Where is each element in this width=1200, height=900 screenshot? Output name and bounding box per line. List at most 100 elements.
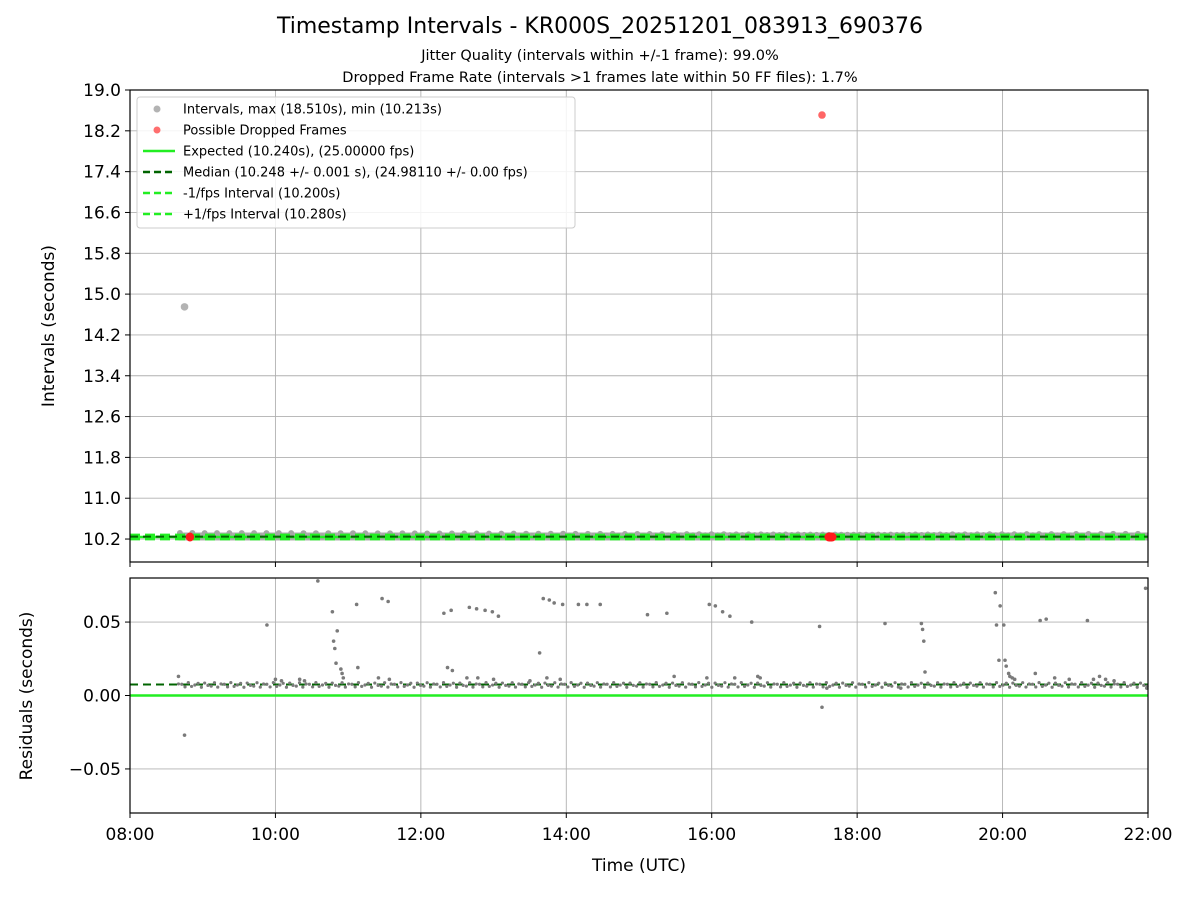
- residual-point: [491, 683, 495, 687]
- residual-point: [817, 624, 822, 629]
- legend-box: [136, 96, 576, 229]
- residual-point: [749, 681, 753, 685]
- legend-label: Possible Dropped Frames: [183, 124, 347, 139]
- residual-point: [245, 681, 249, 685]
- residual-point: [978, 681, 982, 685]
- residual-point: [726, 685, 730, 689]
- residual-point: [432, 682, 436, 686]
- residual-point: [778, 685, 783, 689]
- residual-point: [997, 658, 1001, 663]
- residual-point: [909, 681, 914, 685]
- residual-point: [572, 684, 577, 688]
- residual-point: [281, 681, 285, 685]
- residual-point: [867, 681, 871, 685]
- residual-point: [302, 679, 307, 683]
- x-tick-label: 12:00: [396, 825, 445, 845]
- residual-point: [441, 681, 446, 685]
- residual-point: [540, 685, 544, 689]
- residual-point: [1017, 684, 1022, 688]
- residual-point: [690, 682, 694, 686]
- residual-point: [680, 681, 684, 685]
- residual-point: [697, 681, 701, 685]
- residual-point: [291, 683, 295, 687]
- residual-point: [759, 683, 763, 687]
- residual-point: [1043, 683, 1048, 687]
- residual-point: [1047, 681, 1051, 685]
- residual-point: [458, 681, 462, 685]
- residual-point: [792, 681, 796, 685]
- residual-point: [1021, 681, 1025, 685]
- residual-point: [320, 683, 325, 687]
- residual-point: [1001, 683, 1005, 687]
- residual-point: [707, 602, 712, 607]
- residual-point: [199, 685, 203, 689]
- residual-point: [186, 681, 190, 685]
- residual-point: [945, 682, 950, 686]
- residual-point: [968, 681, 972, 685]
- intervals-y-tick-label: 16.6: [83, 203, 121, 223]
- residual-point: [556, 685, 560, 689]
- residual-point: [467, 605, 472, 610]
- residual-point: [189, 684, 194, 689]
- residual-point: [258, 685, 262, 689]
- residual-point: [477, 682, 482, 686]
- residual-point: [1038, 618, 1042, 623]
- residual-point: [513, 685, 518, 689]
- residual-point: [549, 684, 554, 688]
- residuals-y-tick-label: −0.05: [69, 760, 121, 780]
- residual-point: [939, 685, 943, 689]
- residual-point: [886, 683, 891, 687]
- residual-point: [1011, 681, 1015, 685]
- residual-point: [582, 685, 586, 689]
- residual-point: [409, 681, 413, 685]
- x-tick-label: 14:00: [542, 825, 591, 845]
- legend-marker: [153, 105, 161, 113]
- residual-point: [451, 681, 455, 685]
- residual-point: [294, 684, 298, 688]
- residual-point: [239, 681, 243, 685]
- residual-point: [1030, 682, 1035, 686]
- residual-point: [713, 681, 717, 685]
- residual-point: [1103, 677, 1108, 682]
- intervals-y-tick-label: 19.0: [83, 81, 121, 101]
- jitter-quality-subtitle: Jitter Quality (intervals within +/-1 fr…: [421, 48, 779, 64]
- residual-point: [919, 681, 923, 685]
- residual-point: [873, 683, 878, 687]
- residual-point: [494, 681, 498, 685]
- residual-point: [857, 682, 861, 686]
- intervals-y-tick-label: 14.2: [83, 326, 121, 346]
- residual-point: [311, 685, 315, 689]
- residual-point: [523, 685, 527, 689]
- residual-point: [625, 685, 629, 689]
- residual-point: [271, 681, 275, 685]
- residual-point: [955, 684, 959, 688]
- residual-point: [883, 621, 887, 626]
- residual-point: [1115, 682, 1120, 686]
- residual-point: [297, 677, 302, 682]
- residual-point: [497, 685, 501, 689]
- legend-marker: [153, 126, 161, 134]
- residual-point: [923, 670, 927, 674]
- residual-point: [559, 682, 563, 686]
- residual-point: [1143, 586, 1148, 591]
- residual-point: [180, 682, 184, 686]
- residual-point: [1053, 681, 1058, 685]
- residual-point: [455, 685, 459, 689]
- residual-point: [782, 681, 786, 685]
- residual-point: [936, 681, 940, 685]
- residual-point: [749, 620, 754, 624]
- residual-point: [716, 683, 720, 687]
- residual-point: [530, 684, 534, 688]
- residual-point: [661, 683, 665, 687]
- residual-point: [821, 685, 825, 689]
- residual-point: [820, 705, 824, 710]
- residual-point: [317, 684, 321, 689]
- intervals-y-tick-label: 17.4: [83, 163, 121, 183]
- residual-point: [900, 682, 904, 686]
- residual-point: [330, 609, 335, 614]
- residual-point: [877, 681, 881, 685]
- residual-point: [929, 683, 933, 687]
- residual-point: [729, 682, 734, 686]
- residual-point: [942, 682, 946, 686]
- residual-point: [880, 685, 884, 689]
